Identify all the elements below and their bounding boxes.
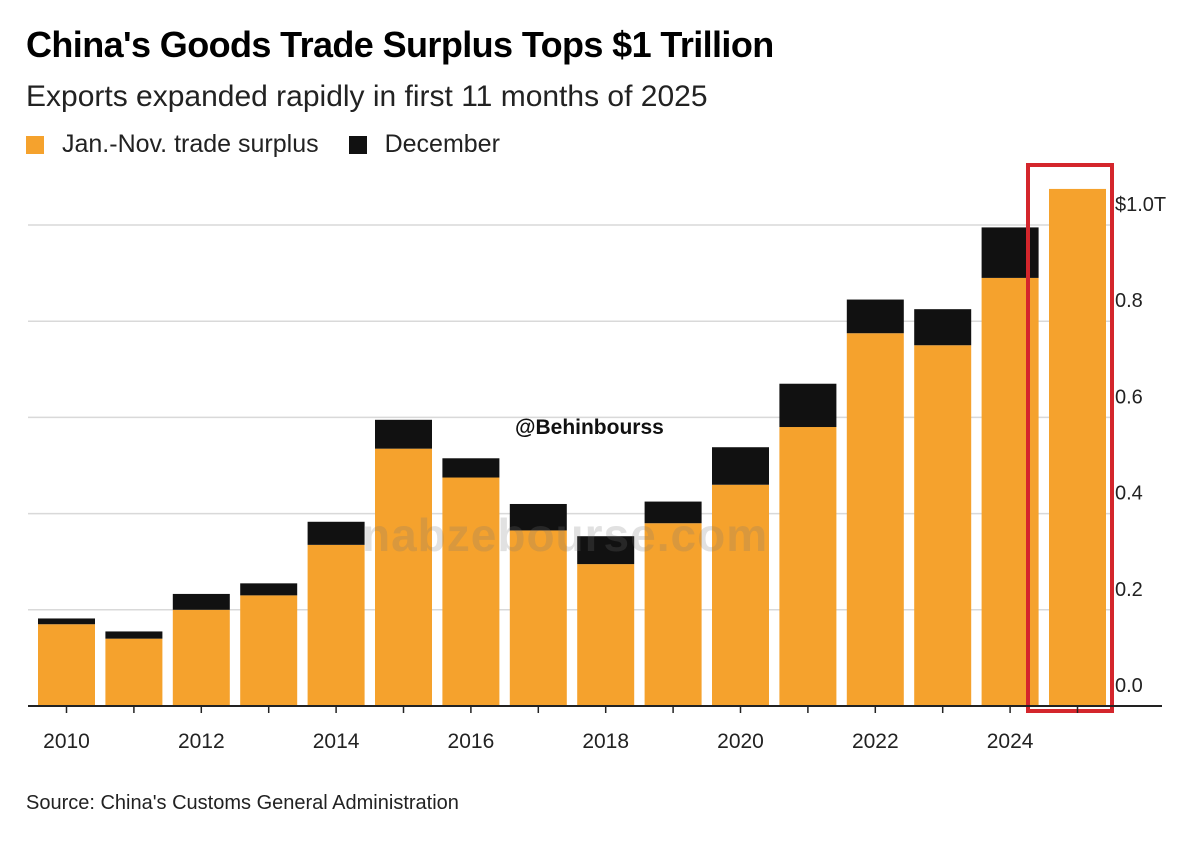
bar-jan-nov xyxy=(981,277,1039,706)
x-tick-label: 2022 xyxy=(852,730,899,753)
bar-december xyxy=(38,618,95,625)
legend-item-december: December xyxy=(348,130,500,159)
bar-jan-nov xyxy=(577,564,635,706)
watermark-handle: @Behinbourss xyxy=(515,416,664,439)
bar-december xyxy=(712,447,769,485)
bar-december xyxy=(846,299,904,334)
legend-label-jan-nov: Jan.-Nov. trade surplus xyxy=(62,130,319,158)
legend-swatch-jan-nov xyxy=(26,135,44,154)
bar-jan-nov xyxy=(172,609,230,706)
bar-jan-nov xyxy=(307,544,365,706)
bar-december xyxy=(442,458,500,478)
bar-december xyxy=(240,583,298,596)
bar-jan-nov xyxy=(914,345,972,706)
y-tick-label: 0.4 xyxy=(1115,483,1143,505)
chart-subtitle: Exports expanded rapidly in first 11 mon… xyxy=(26,80,708,113)
bar-jan-nov xyxy=(105,638,163,706)
bar-jan-nov xyxy=(509,530,567,706)
bar-jan-nov xyxy=(779,427,837,706)
x-tick-label: 2024 xyxy=(987,730,1034,753)
bar-december xyxy=(172,593,230,610)
x-tick-label: 2012 xyxy=(178,730,225,753)
chart-title: China's Goods Trade Surplus Tops $1 Tril… xyxy=(26,24,774,65)
legend-swatch-december xyxy=(348,135,367,154)
bar-jan-nov xyxy=(712,484,769,706)
bar-december xyxy=(644,501,702,524)
bar-jan-nov xyxy=(38,624,95,706)
bar-jan-nov xyxy=(846,333,904,706)
legend-label-december: December xyxy=(384,130,500,158)
legend-item-jan-nov: Jan.-Nov. trade surplus xyxy=(26,130,319,159)
bar-december xyxy=(779,383,837,428)
x-tick-label: 2020 xyxy=(717,730,764,753)
bar-december xyxy=(307,521,365,545)
y-tick-label: $1.0T xyxy=(1115,194,1166,216)
bar-december xyxy=(509,503,567,531)
x-tick-label: 2010 xyxy=(43,730,90,753)
bar-jan-nov xyxy=(1049,188,1106,707)
bar-jan-nov xyxy=(240,595,298,706)
source-note: Source: China's Customs General Administ… xyxy=(26,792,459,814)
bar-december xyxy=(577,536,635,565)
y-tick-label: 0.0 xyxy=(1115,675,1143,697)
y-tick-label: 0.6 xyxy=(1115,386,1143,408)
legend: Jan.-Nov. trade surplus December xyxy=(26,130,530,159)
bar-december xyxy=(375,419,432,449)
x-tick-label: 2016 xyxy=(448,730,495,753)
bar-december xyxy=(914,309,972,346)
bar-december xyxy=(105,631,163,639)
y-tick-label: 0.8 xyxy=(1115,290,1143,312)
watermark-site: nabzebourse.com xyxy=(362,509,769,561)
y-tick-label: 0.2 xyxy=(1115,579,1143,601)
x-tick-label: 2018 xyxy=(582,730,629,753)
x-tick-label: 2014 xyxy=(313,730,360,753)
bar-jan-nov xyxy=(442,477,500,706)
bar-december xyxy=(981,227,1039,278)
bar-jan-nov xyxy=(644,523,702,706)
bar-jan-nov xyxy=(375,448,432,706)
highlight-box xyxy=(1026,163,1114,713)
